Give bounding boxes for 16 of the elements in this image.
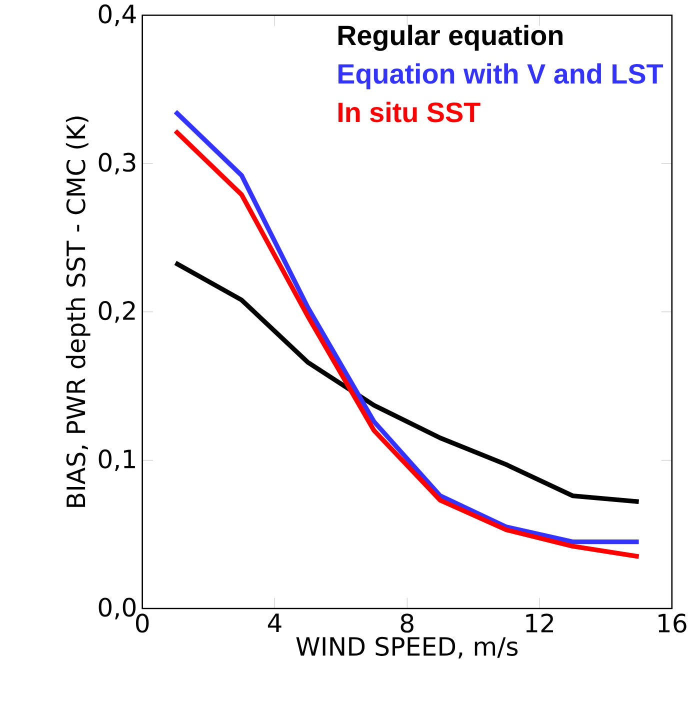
line-series bbox=[173, 260, 642, 504]
y-axis-title: BIAS, PWR depth SST - CMC (K) bbox=[66, 116, 90, 507]
x-tick-label: 4 bbox=[268, 614, 282, 632]
x-tick-label: 0 bbox=[136, 614, 149, 633]
y-tick-label: 0,2 bbox=[98, 301, 135, 323]
y-tick-label: 0,4 bbox=[98, 4, 136, 26]
x-tick-label: 12 bbox=[526, 614, 554, 632]
x-tick-label: 16 bbox=[658, 614, 686, 633]
x-axis-title: WIND SPEED, m/s bbox=[296, 636, 518, 659]
text: Equation with V and LST bbox=[338, 63, 664, 90]
x-tick-label: 8 bbox=[400, 614, 414, 633]
y-tick-label: 0,0 bbox=[98, 598, 136, 620]
text: In situ SST bbox=[338, 102, 480, 122]
y-tick-label: 0,3 bbox=[98, 152, 136, 174]
text: Regular equation bbox=[338, 24, 563, 51]
y-tick-label: 0,1 bbox=[98, 449, 136, 472]
